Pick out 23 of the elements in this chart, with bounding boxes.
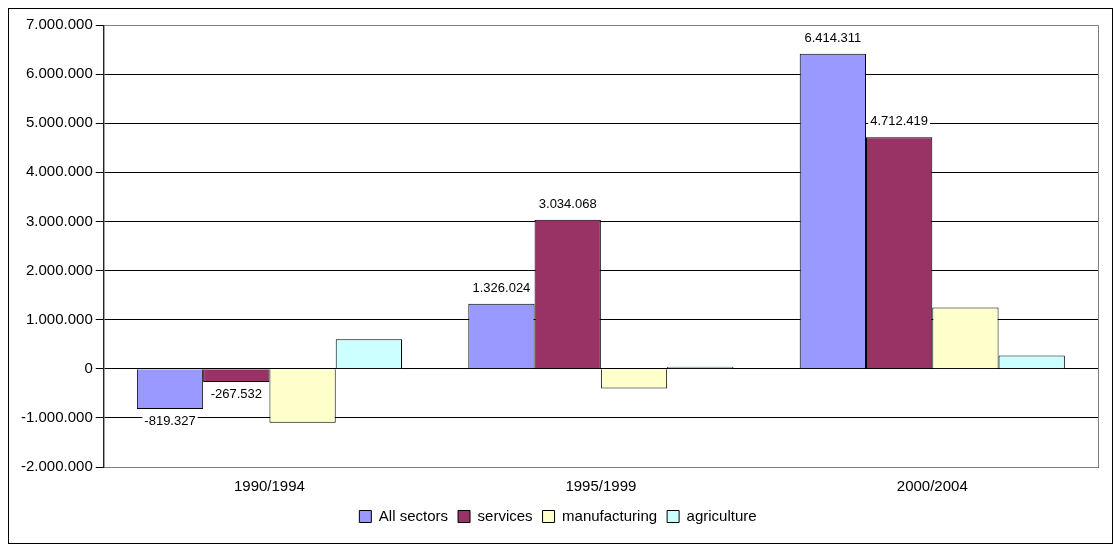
data-label: 1.326.024	[472, 279, 531, 295]
data-label: 4.712.419	[870, 113, 929, 129]
y-tick-label: -2.000.000	[20, 457, 93, 475]
data-label: 6.414.311	[804, 29, 862, 45]
legend-label: services	[477, 506, 533, 524]
y-tick-label: 2.000.000	[25, 260, 93, 278]
y-tick-label: -1.000.000	[20, 408, 93, 426]
y-tick-label: 3.000.000	[25, 211, 93, 229]
y-tick-label: 4.000.000	[25, 162, 93, 180]
y-tick-label: 0	[84, 358, 93, 376]
y-tick-label: 6.000.000	[25, 64, 93, 82]
x-tick-label: 2000/2004	[896, 477, 968, 495]
x-tick-label: 1990/1994	[233, 477, 305, 495]
x-tick-label: 1995/1999	[565, 477, 637, 495]
y-tick-label: 1.000.000	[25, 309, 93, 327]
legend-label: All sectors	[378, 506, 449, 524]
y-tick-label: 5.000.000	[25, 113, 93, 131]
legend-label: manufacturing	[562, 506, 658, 524]
data-label: -819.327	[144, 413, 196, 429]
y-tick-label: 7.000.000	[25, 15, 93, 33]
legend-label: agriculture	[686, 506, 757, 524]
data-label: 3.034.068	[538, 195, 597, 211]
data-label: -267.532	[210, 385, 262, 401]
